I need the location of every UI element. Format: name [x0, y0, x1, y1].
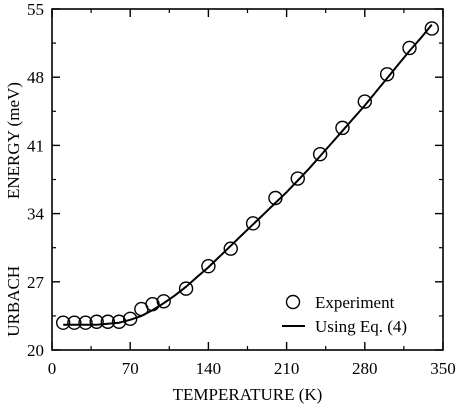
fit-curve-layer	[63, 23, 433, 326]
fit-curve-line	[63, 23, 433, 326]
experiment-point	[89, 314, 104, 329]
experiment-point	[402, 40, 417, 56]
experiment-point	[78, 315, 93, 330]
legend: Experiment Using Eq. (4)	[282, 293, 407, 336]
experiment-point	[55, 315, 71, 330]
x-tick-label: 0	[48, 359, 57, 378]
data-points-layer	[55, 21, 440, 330]
y-tick-label: 48	[27, 68, 44, 87]
experiment-point	[268, 190, 283, 206]
experiment-point	[245, 216, 261, 231]
experiment-point	[357, 94, 372, 109]
experiment-point	[111, 314, 127, 329]
y-tick-label: 20	[27, 341, 44, 360]
y-tick-label: 55	[27, 0, 44, 19]
experiment-point	[67, 315, 82, 330]
x-tick-label: 140	[196, 359, 222, 378]
experiment-point	[145, 297, 160, 312]
experiment-point	[122, 311, 138, 327]
x-tick-label: 70	[122, 359, 139, 378]
y-tick-label: 41	[27, 136, 44, 155]
x-tick-label: 280	[352, 359, 378, 378]
y-axis-title-word-1: URBACH	[4, 266, 23, 337]
y-tick-label: 27	[27, 273, 45, 292]
legend-label-experiment: Experiment	[315, 293, 395, 312]
experiment-point	[335, 120, 350, 136]
experiment-point	[379, 67, 395, 82]
legend-marker-experiment	[285, 294, 301, 310]
x-tick-label: 350	[430, 359, 456, 378]
experiment-point	[201, 259, 216, 274]
experiment-point	[223, 241, 238, 256]
experiment-point	[312, 146, 328, 162]
y-tick-label: 34	[27, 205, 45, 224]
x-axis-title: TEMPERATURE (K)	[173, 385, 323, 404]
experiment-point	[156, 294, 171, 309]
experiment-point	[178, 281, 194, 296]
experiment-point	[424, 21, 440, 36]
x-tick-label: 210	[274, 359, 300, 378]
y-axis-title-word-2: ENERGY (meV)	[4, 82, 23, 199]
legend-label-fit: Using Eq. (4)	[315, 317, 407, 336]
experiment-point	[100, 314, 116, 329]
experiment-point	[290, 171, 305, 186]
axis-ticks	[51, 8, 444, 351]
tick-labels: 0 70 140 210 280 350 20 27 34 41 48 55	[27, 0, 456, 378]
